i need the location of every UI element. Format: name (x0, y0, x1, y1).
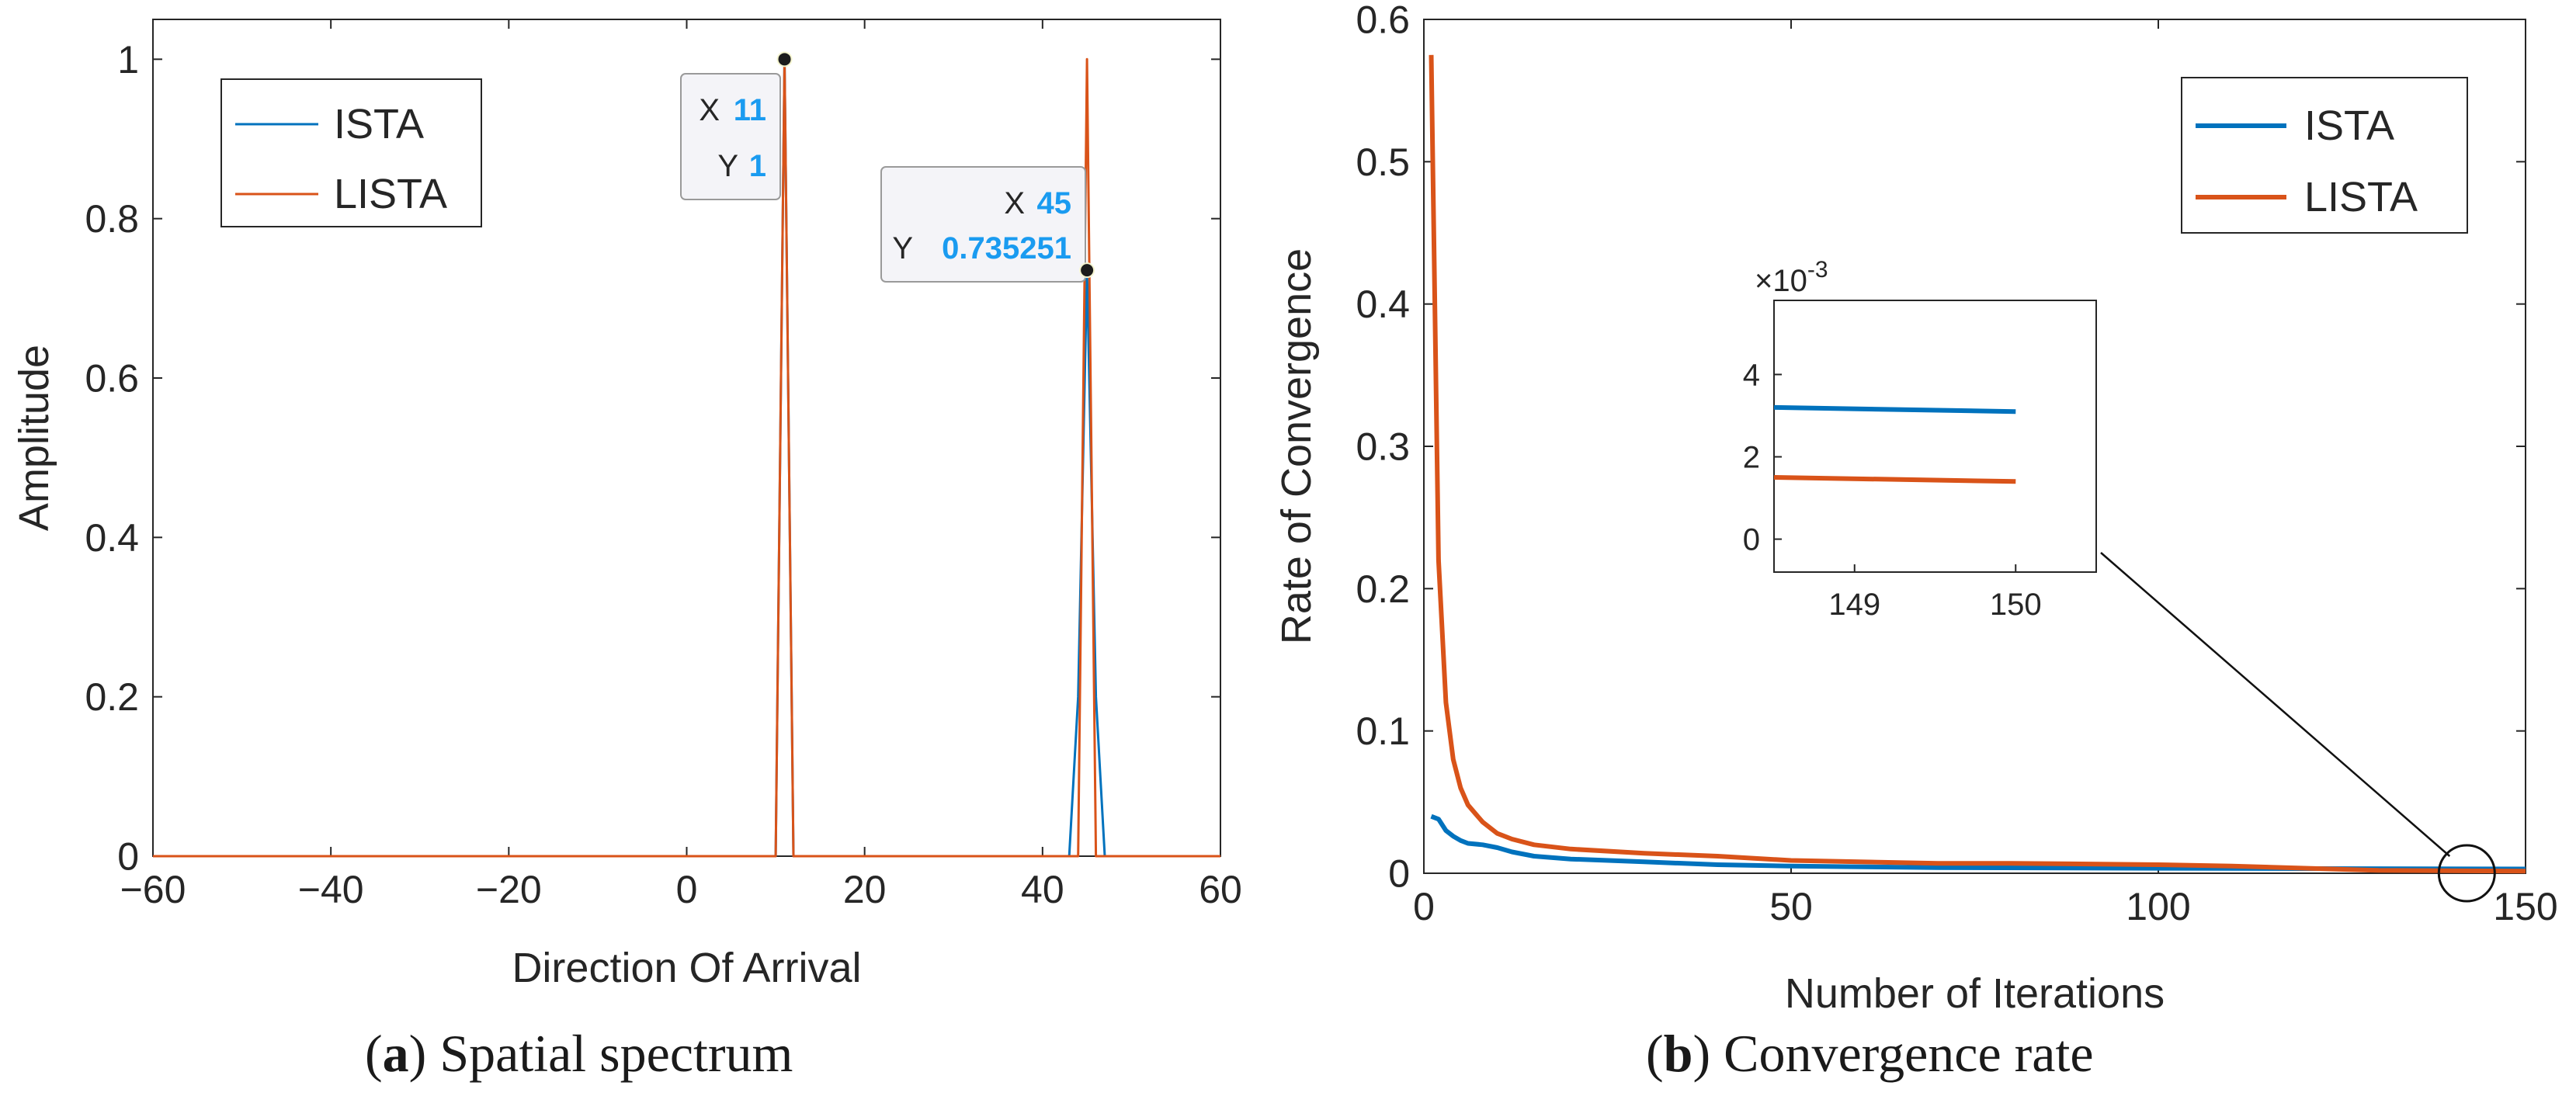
panel-a-ytick-label: 1 (117, 38, 139, 82)
panel-b-ytick-label: 0.6 (1356, 0, 1410, 42)
panel-a-datatip-y-label: Y (717, 149, 738, 183)
panel-b-inset-exponent: ×10-3 (1755, 257, 1828, 298)
panel-b-inset-xtick-label: 150 (1990, 588, 2042, 622)
panel-b-legend-label-lista: LISTA (2304, 174, 2418, 220)
caption-b: (b) Convergence rate (1646, 1024, 2094, 1083)
panel-b-zoom-connector (2100, 552, 2451, 857)
panel-a-xtick-label: 40 (1021, 868, 1064, 911)
panel-a-ytick-label: 0 (117, 835, 139, 879)
panel-a-datatip-x-value: 11 (734, 93, 766, 127)
caption-a-letter: a (382, 1024, 409, 1083)
panel-b-legend-label-ista: ISTA (2304, 102, 2394, 149)
panel-a-datatip-marker (1079, 262, 1095, 279)
panel-b-ytick-label: 0.2 (1356, 567, 1410, 611)
panel-a-datatip-x-label: X (699, 93, 720, 127)
panel-b-ytick-label: 0.5 (1356, 140, 1410, 184)
panel-a-datatip-y-value: 0.735251 (942, 231, 1071, 265)
panel-b-xlabel: Number of Iterations (1785, 970, 2165, 1017)
panel-a-xtick-label: 0 (676, 868, 698, 911)
panel-b-ytick-label: 0.1 (1356, 709, 1410, 753)
panel-b-xtick-label: 50 (1769, 885, 1813, 928)
panel-b-inset-ytick-label: 0 (1743, 523, 1760, 557)
panel-a-xtick-label: −60 (120, 868, 186, 911)
panel-a-ylabel: Amplitude (11, 345, 57, 531)
panel-a-xtick-label: 60 (1199, 868, 1242, 911)
panel-b-inset-xtick-label: 149 (1828, 588, 1880, 622)
panel-b-inset-exponent-power: -3 (1807, 257, 1828, 283)
panel-a-legend-label-ista: ISTA (334, 101, 424, 147)
panel-a-datatip-y-label: Y (892, 231, 913, 265)
caption-a: (a) Spatial spectrum (365, 1024, 793, 1083)
panel-a-legend (220, 78, 482, 227)
panel-b-ytick-label: 0 (1388, 852, 1410, 896)
panel-a-ytick-label: 0.2 (85, 675, 139, 719)
panel-a-ytick-label: 0.4 (85, 516, 139, 560)
panel-b-inset-ytick-label: 2 (1743, 441, 1760, 475)
panel-a-datatip-y-value: 1 (749, 149, 766, 183)
panel-a-ytick-label: 0.8 (85, 197, 139, 241)
panel-b-series-ista-line (1430, 813, 2526, 872)
panel-b-ylabel: Rate of Convergence (1273, 248, 1320, 644)
panel-a-xtick-label: −40 (298, 868, 364, 911)
panel-a-ytick-label: 0.6 (85, 357, 139, 401)
panel-b-xtick-label: 100 (2126, 885, 2190, 928)
panel-a-series-lista-line (153, 57, 1220, 858)
panel-b-inset-ytick-label: 4 (1743, 358, 1760, 392)
caption-b-letter: b (1663, 1024, 1693, 1083)
panel-b-xtick-label: 0 (1413, 885, 1435, 928)
panel-b-ytick-label: 0.3 (1356, 425, 1410, 469)
panel-a-legend-label-lista: LISTA (334, 171, 447, 217)
panel-b-xtick-label: 150 (2493, 885, 2557, 928)
panel-b-zoom-circle (2437, 844, 2496, 903)
panel-b-series-lista-line (1429, 54, 2526, 874)
panel-b-inset-series-lista-line (1773, 475, 2016, 484)
panel-b-inset-axes (1773, 300, 2097, 573)
panel-b-inset-series-ista-line (1773, 404, 2016, 415)
panel-a-datatip-x-label: X (1004, 186, 1025, 220)
panel-a-xlabel: Direction Of Arrival (512, 945, 861, 991)
caption-a-text: Spatial spectrum (426, 1024, 793, 1083)
panel-a-datatip-box (880, 166, 1086, 283)
panel-a-xtick-label: 20 (843, 868, 887, 911)
panel-a-datatip-marker (776, 51, 793, 68)
panel-a-xtick-label: −20 (476, 868, 542, 911)
panel-b-ytick-label: 0.4 (1356, 283, 1410, 326)
panel-a-datatip-x-value: 45 (1037, 186, 1072, 220)
caption-b-text: Convergence rate (1710, 1024, 2094, 1083)
panel-b-legend (2181, 77, 2468, 234)
panel-a-datatip-box (680, 73, 781, 200)
